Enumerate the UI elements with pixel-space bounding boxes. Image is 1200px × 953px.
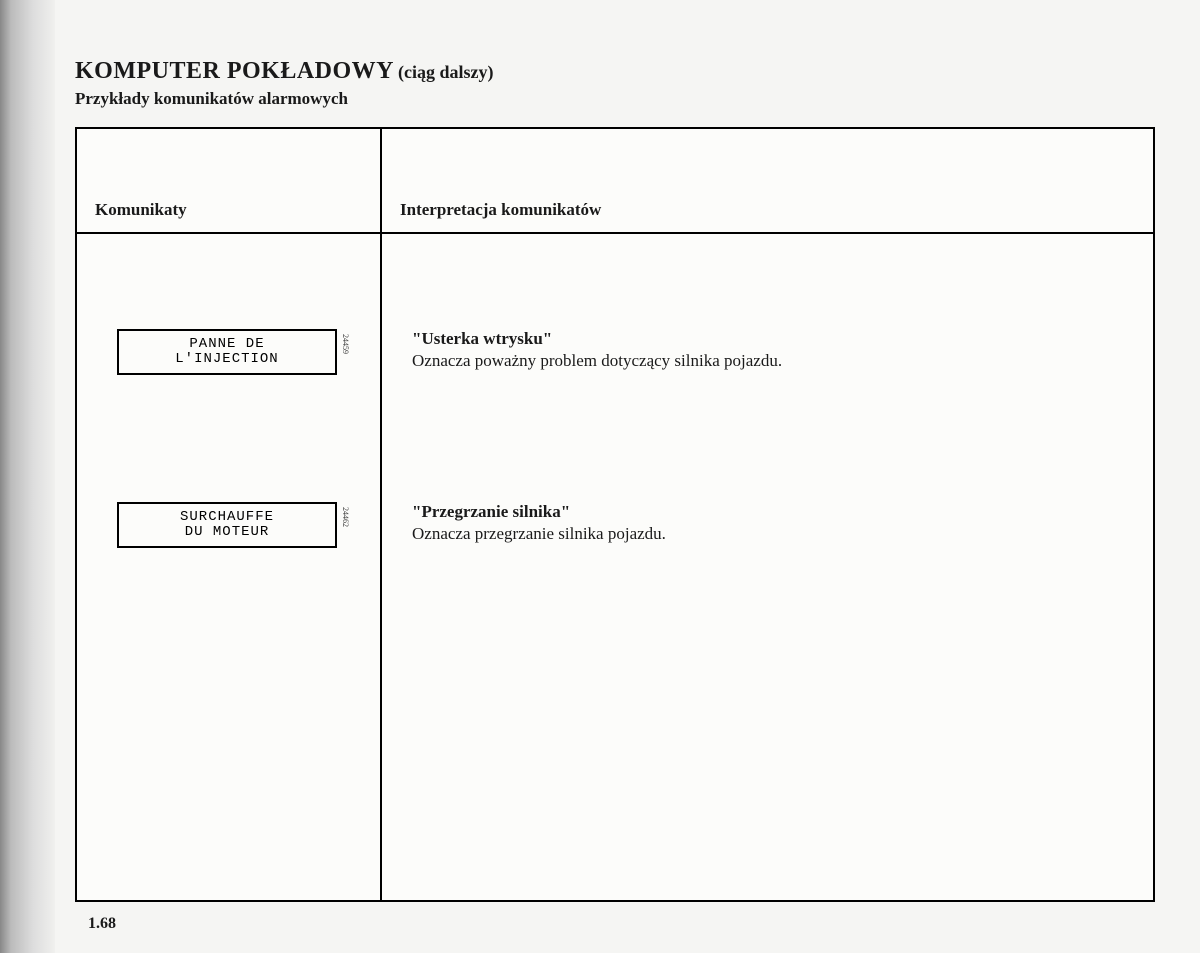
display-line: SURCHAUFFE bbox=[180, 510, 274, 525]
interp-title: "Usterka wtrysku" bbox=[412, 329, 782, 349]
display-line: L'INJECTION bbox=[175, 352, 278, 367]
interpretation-2: "Przegrzanie silnika" Oznacza przegrzani… bbox=[412, 502, 666, 544]
display-line: DU MOTEUR bbox=[185, 525, 270, 540]
page-number: 1.68 bbox=[88, 915, 116, 933]
table-header-row: Komunikaty Interpretacja komunikatów bbox=[77, 129, 1153, 234]
table-body-left: PANNE DE L'INJECTION 24459 SURCHAUFFE DU… bbox=[77, 234, 382, 900]
col2-header-text: Interpretacja komunikatów bbox=[400, 200, 601, 220]
page-title-continued: (ciąg dalszy) bbox=[398, 62, 493, 82]
table-body: PANNE DE L'INJECTION 24459 SURCHAUFFE DU… bbox=[77, 234, 1153, 900]
table-header-col2: Interpretacja komunikatów bbox=[382, 129, 1153, 232]
interp-desc: Oznacza poważny problem dotyczący silnik… bbox=[412, 351, 782, 371]
page-title: KOMPUTER POKŁADOWY bbox=[75, 58, 394, 84]
title-line: KOMPUTER POKŁADOWY (ciąg dalszy) bbox=[75, 58, 1175, 85]
page-subtitle: Przykłady komunikatów alarmowych bbox=[75, 89, 1175, 109]
table-header-col1: Komunikaty bbox=[77, 129, 382, 232]
col1-header-text: Komunikaty bbox=[95, 200, 187, 220]
interp-title: "Przegrzanie silnika" bbox=[412, 502, 666, 522]
display-box-1: PANNE DE L'INJECTION bbox=[117, 329, 337, 375]
interpretation-1: "Usterka wtrysku" Oznacza poważny proble… bbox=[412, 329, 782, 371]
interp-desc: Oznacza przegrzanie silnika pojazdu. bbox=[412, 524, 666, 544]
table-body-right: "Usterka wtrysku" Oznacza poważny proble… bbox=[382, 234, 1153, 900]
ref-number-2: 24462 bbox=[341, 507, 350, 527]
messages-table: Komunikaty Interpretacja komunikatów PAN… bbox=[75, 127, 1155, 902]
display-box-2: SURCHAUFFE DU MOTEUR bbox=[117, 502, 337, 548]
page-content: KOMPUTER POKŁADOWY (ciąg dalszy) Przykła… bbox=[75, 58, 1175, 902]
display-line: PANNE DE bbox=[189, 337, 264, 352]
ref-number-1: 24459 bbox=[341, 334, 350, 354]
scan-page-edge bbox=[0, 0, 55, 953]
